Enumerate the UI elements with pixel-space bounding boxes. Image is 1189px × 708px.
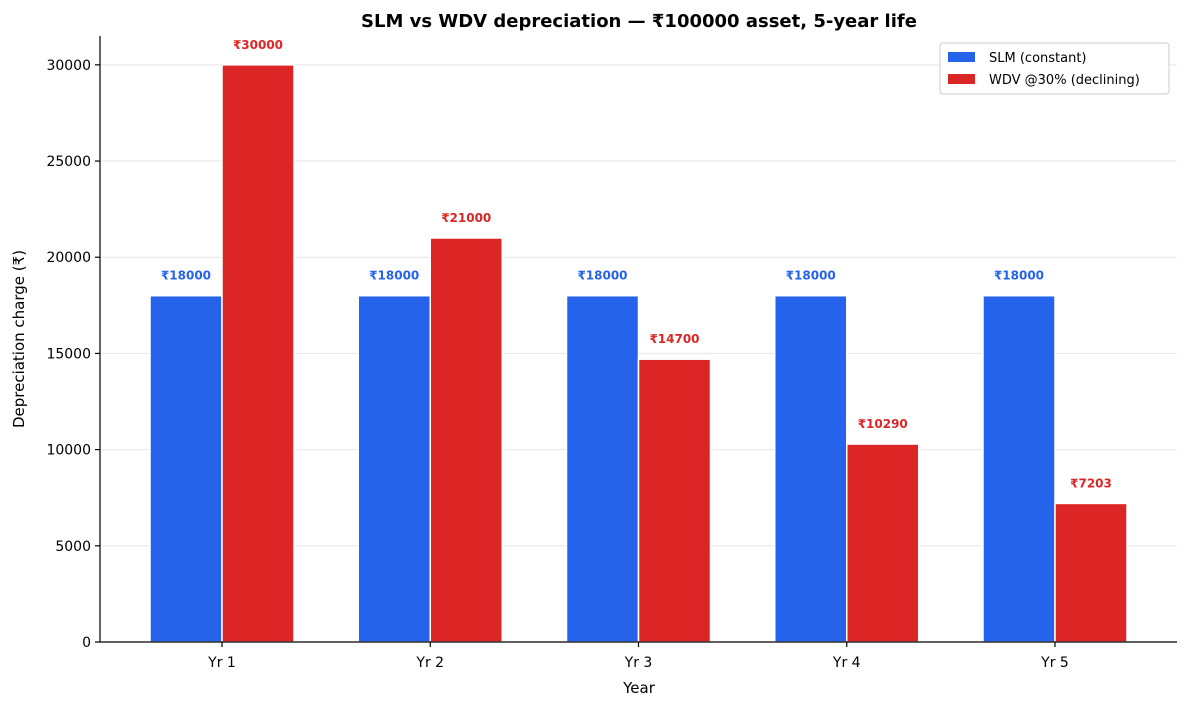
x-tick-label: Yr 5 bbox=[1040, 655, 1069, 671]
legend-box bbox=[939, 42, 1170, 95]
x-tick-label: Yr 1 bbox=[207, 655, 236, 671]
wdv-bar bbox=[846, 443, 920, 643]
wdv-bar bbox=[1054, 502, 1128, 643]
wdv-data-label: ₹7203 bbox=[1070, 476, 1112, 490]
x-axis-label: Year bbox=[622, 679, 656, 697]
wdv-bar bbox=[221, 64, 295, 643]
x-tick-label: Yr 3 bbox=[624, 655, 653, 671]
y-tick-label: 10000 bbox=[46, 443, 91, 459]
slm-data-label: ₹18000 bbox=[994, 269, 1044, 283]
chart-title: SLM vs WDV depreciation — ₹100000 asset,… bbox=[361, 11, 917, 32]
x-tick-label: Yr 2 bbox=[415, 655, 444, 671]
y-tick-label: 0 bbox=[82, 635, 91, 651]
y-tick-label: 15000 bbox=[46, 346, 91, 362]
y-tick-label: 30000 bbox=[46, 58, 91, 74]
slm-data-label: ₹18000 bbox=[786, 269, 836, 283]
axes: 0 5000 10000 15000 20000 25000 30000 Yr 1 Yr 2 Yr… bbox=[46, 36, 1177, 671]
slm-data-label: ₹18000 bbox=[161, 269, 211, 283]
slm-data-label: ₹18000 bbox=[577, 269, 627, 283]
legend-swatch bbox=[948, 52, 975, 62]
y-tick-label: 20000 bbox=[46, 250, 91, 266]
y-tick-label: 25000 bbox=[46, 154, 91, 170]
slm-bar bbox=[982, 294, 1056, 643]
data-labels: ₹18000 ₹18000 ₹18000 ₹18000 ₹18000 ₹30000 ₹210… bbox=[161, 38, 1112, 491]
legend-swatch bbox=[948, 74, 975, 84]
legend-label: SLM (constant) bbox=[989, 51, 1087, 66]
x-tick-label: Yr 4 bbox=[832, 655, 861, 671]
wdv-bar bbox=[429, 237, 503, 643]
slm-bar bbox=[357, 294, 431, 643]
wdv-data-label: ₹10290 bbox=[858, 417, 908, 431]
legend: SLM (constant) WDV @30% (declining) bbox=[939, 42, 1170, 95]
slm-bar bbox=[774, 294, 848, 643]
bars bbox=[149, 64, 1128, 643]
legend-label: WDV @30% (declining) bbox=[989, 73, 1140, 88]
slm-bar bbox=[149, 294, 223, 643]
wdv-data-label: ₹14700 bbox=[649, 332, 699, 346]
wdv-data-label: ₹30000 bbox=[233, 38, 283, 52]
y-axis-label: Depreciation charge (₹) bbox=[10, 250, 28, 428]
slm-data-label: ₹18000 bbox=[369, 269, 419, 283]
y-tick-label: 5000 bbox=[55, 539, 91, 555]
slm-bar bbox=[565, 294, 640, 643]
wdv-bar bbox=[637, 358, 712, 643]
wdv-data-label: ₹21000 bbox=[441, 211, 491, 225]
